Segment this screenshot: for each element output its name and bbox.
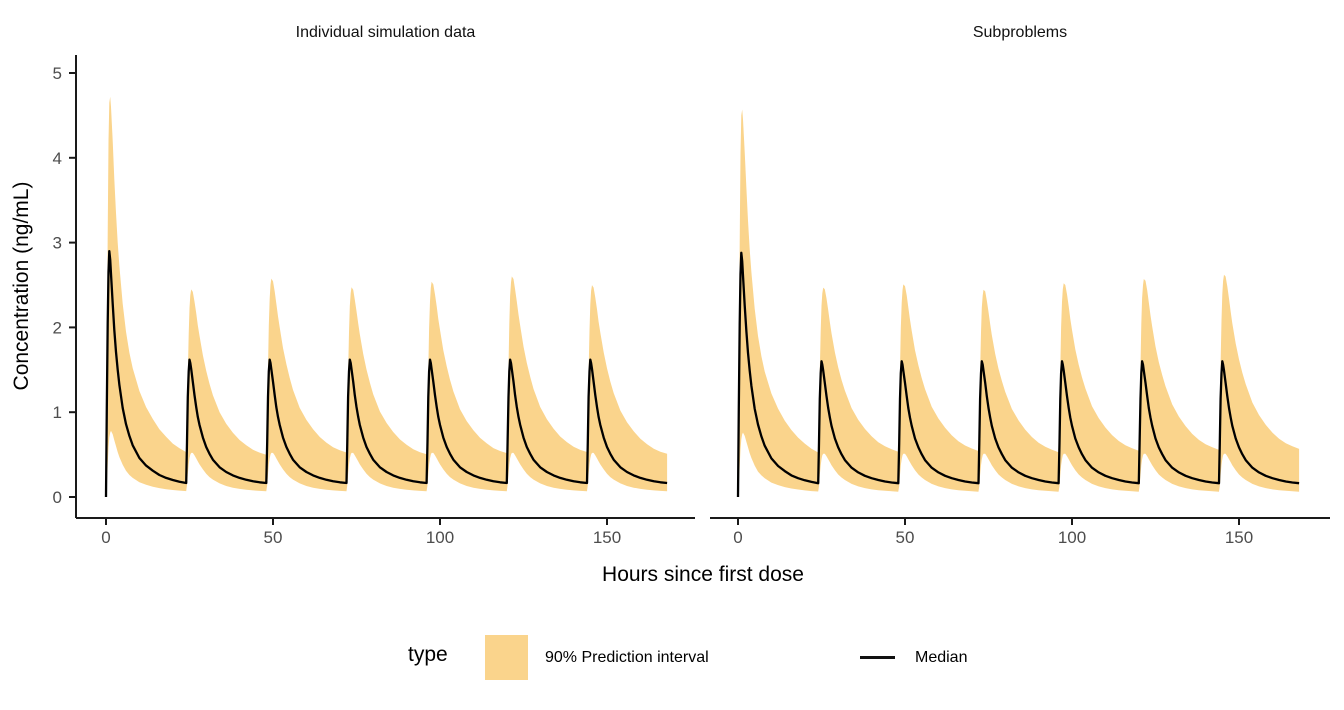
median-line [736, 251, 1300, 498]
facet-title-subproblems: Subproblems [972, 24, 1068, 41]
x-tick-label: 0 [733, 528, 742, 547]
legend-label-median: Median [915, 649, 968, 666]
x-tick-label: 50 [896, 528, 915, 547]
median-line-key [860, 656, 895, 659]
prediction-interval-swatch [485, 635, 528, 680]
x-tick-label: 150 [1225, 528, 1253, 547]
legend-title: type [408, 643, 448, 666]
x-tick-label: 50 [264, 528, 283, 547]
x-tick-label: 0 [101, 528, 110, 547]
x-tick-label: 150 [593, 528, 621, 547]
y-tick-label: 0 [53, 488, 62, 507]
y-axis-title: Concentration (ng/mL) [10, 181, 33, 391]
prediction-interval-ribbon [106, 96, 668, 497]
prediction-interval-ribbon [738, 109, 1300, 497]
legend-label-prediction-interval: 90% Prediction interval [545, 649, 709, 666]
y-tick-label: 2 [53, 318, 62, 337]
x-tick-label: 100 [426, 528, 454, 547]
y-tick-label: 1 [53, 403, 62, 422]
y-tick-label: 3 [53, 234, 62, 253]
x-axis-title: Hours since first dose [602, 563, 804, 586]
median-line [104, 249, 668, 498]
facet-title-individual-simulation-data: Individual simulation data [295, 24, 476, 41]
x-tick-label: 100 [1058, 528, 1086, 547]
y-tick-label: 5 [53, 64, 62, 83]
y-tick-label: 4 [53, 149, 62, 168]
